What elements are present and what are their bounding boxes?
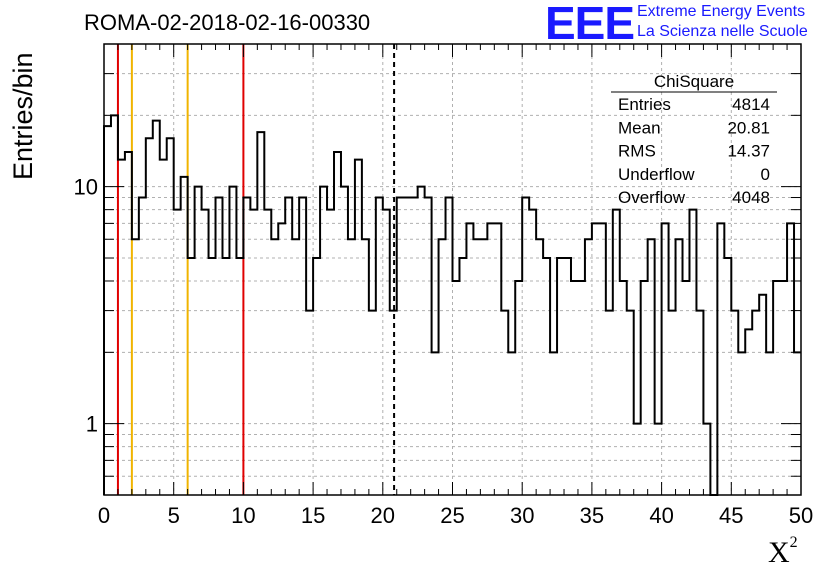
- x-axis-label: X2: [768, 534, 798, 570]
- stats-row-label: Entries: [618, 95, 671, 114]
- logo-tagline-1: Extreme Energy Events: [637, 3, 806, 20]
- y-tick-label: 10: [74, 175, 98, 200]
- x-tick-label: 15: [301, 503, 325, 528]
- x-axis-label-main: X: [768, 536, 790, 569]
- stats-row-label: Underflow: [618, 165, 695, 184]
- x-tick-label: 5: [168, 503, 180, 528]
- x-tick-label: 35: [580, 503, 604, 528]
- logo-tagline-2: La Scienza nelle Scuole: [637, 23, 808, 40]
- x-tick-label: 40: [649, 503, 673, 528]
- stats-row-label: Mean: [618, 118, 661, 137]
- eee-logo: EEE: [545, 0, 635, 49]
- stats-row-value: 0: [761, 165, 770, 184]
- x-tick-label: 0: [98, 503, 110, 528]
- x-tick-label: 25: [440, 503, 464, 528]
- histogram-line: [103, 114, 801, 496]
- x-tick-label: 45: [719, 503, 743, 528]
- stats-row-value: 4048: [732, 188, 770, 207]
- x-tick-label: 30: [510, 503, 534, 528]
- stats-row-value: 14.37: [727, 142, 770, 161]
- x-tick-label: 10: [231, 503, 255, 528]
- chart-title: ROMA-02-2018-02-16-00330: [84, 10, 371, 35]
- stats-box-title: ChiSquare: [654, 72, 734, 91]
- x-tick-label: 50: [789, 503, 813, 528]
- stats-row-value: 20.81: [727, 118, 770, 137]
- y-tick-label: 1: [86, 412, 98, 437]
- x-tick-label: 20: [371, 503, 395, 528]
- stats-row-label: RMS: [618, 142, 656, 161]
- x-axis-label-superscript: 2: [789, 534, 798, 551]
- stats-row-label: Overflow: [618, 188, 686, 207]
- stats-row-value: 4814: [732, 95, 770, 114]
